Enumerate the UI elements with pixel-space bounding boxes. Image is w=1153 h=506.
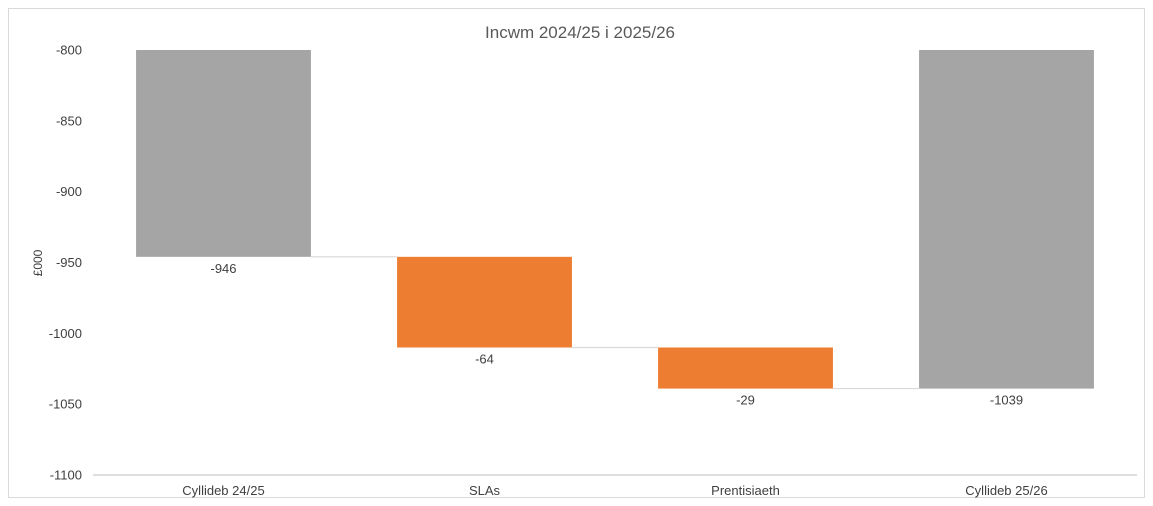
y-axis-ticks: -800 -850 -900 -950 -1000 -1050 -1100 [49, 43, 82, 483]
data-label: -29 [736, 393, 755, 408]
y-tick-label: -1100 [50, 468, 82, 483]
data-label: -946 [210, 261, 236, 276]
bar-2 [397, 256, 572, 348]
x-tick-label: SLAs [469, 483, 501, 498]
connector-lines [310, 256, 920, 390]
data-label: -64 [475, 352, 494, 367]
chart-title: Incwm 2024/25 i 2025/26 [485, 23, 675, 42]
data-labels: -946 -64 -29 -1039 [210, 261, 1023, 408]
y-tick-label: -1050 [49, 397, 82, 412]
y-axis-title: £000 [31, 249, 45, 276]
bars [136, 50, 1094, 389]
x-tick-label: Cyllideb 24/25 [182, 483, 264, 498]
x-tick-label: Cyllideb 25/26 [965, 483, 1047, 498]
y-tick-label: -800 [56, 43, 82, 58]
y-tick-label: -850 [56, 113, 82, 128]
bar-1 [136, 50, 311, 257]
x-axis-ticks: Cyllideb 24/25 SLAs Prentisiaeth Cyllideb 2… [182, 483, 1047, 498]
bar-4 [919, 50, 1094, 389]
x-tick-label: Prentisiaeth [711, 483, 780, 498]
bar-3 [658, 347, 833, 389]
y-tick-label: -1000 [49, 326, 82, 341]
data-label: -1039 [990, 393, 1023, 408]
y-tick-label: -900 [56, 184, 82, 199]
y-tick-label: -950 [56, 255, 82, 270]
